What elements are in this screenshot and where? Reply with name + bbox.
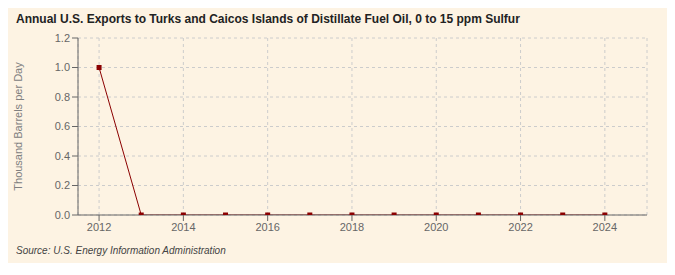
html-text:Source: U.S. Energy Informatio: Source: U.S. Energy Information Administ… — [16, 245, 226, 256]
svg-text:0.2: 0.2 — [55, 179, 70, 191]
svg-text:2016: 2016 — [255, 221, 279, 233]
svg-text:2020: 2020 — [424, 221, 448, 233]
svg-text:1.2: 1.2 — [55, 32, 70, 44]
svg-text:2024: 2024 — [593, 221, 617, 233]
svg-text:0.4: 0.4 — [55, 150, 70, 162]
svg-text:1.0: 1.0 — [55, 61, 70, 73]
svg-text:2012: 2012 — [87, 221, 111, 233]
svg-text:2018: 2018 — [340, 221, 364, 233]
svg-text:2022: 2022 — [508, 221, 532, 233]
svg-text:Thousand Barrels per Day: Thousand Barrels per Day — [12, 62, 24, 191]
html-text:Annual U.S. Exports to Turks a: Annual U.S. Exports to Turks and Caicos … — [16, 12, 520, 26]
svg-text:0.8: 0.8 — [55, 91, 70, 103]
svg-text:0.0: 0.0 — [55, 209, 70, 221]
svg-text:2014: 2014 — [171, 221, 195, 233]
svg-text:0.6: 0.6 — [55, 120, 70, 132]
